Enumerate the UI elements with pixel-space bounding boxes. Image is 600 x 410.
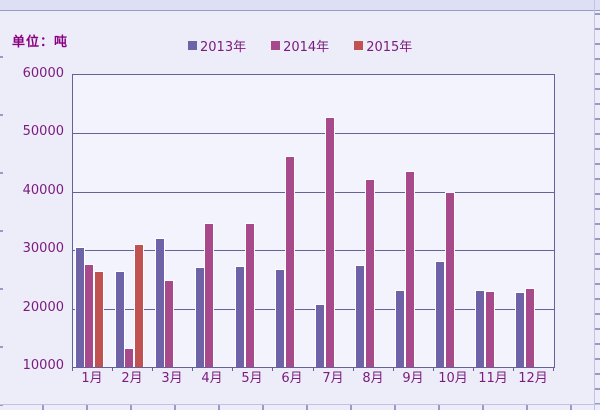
bar-2013年-8月 <box>355 265 366 367</box>
bar-2013年-12月 <box>515 292 526 367</box>
x-axis-label-11月: 11月 <box>478 371 508 386</box>
x-axis-tick <box>232 367 233 371</box>
bar-2013年-2月 <box>114 271 125 367</box>
legend: 2013年 2014年 2015年 <box>188 36 412 55</box>
x-axis-label-10月: 10月 <box>438 371 468 386</box>
legend-item-2014: 2014年 <box>271 36 329 55</box>
gridline-20000 <box>73 309 554 310</box>
y-axis-label-40000: 40000 <box>22 183 64 198</box>
bar-2013年-6月 <box>274 269 285 367</box>
x-axis-tick <box>473 367 474 371</box>
bar-2014年-12月 <box>525 288 536 367</box>
bar-2013年-11月 <box>475 290 486 367</box>
legend-label-2013: 2013年 <box>200 39 247 55</box>
x-axis-tick <box>353 367 354 371</box>
x-axis-tick <box>192 367 193 371</box>
y-axis-label-60000: 60000 <box>22 66 64 81</box>
x-axis-label-6月: 6月 <box>281 371 303 386</box>
y-axis-label-50000: 50000 <box>22 124 64 139</box>
bar-2014年-9月 <box>404 171 415 367</box>
bar-2014年-5月 <box>244 223 255 367</box>
y-axis-label-20000: 20000 <box>22 300 64 315</box>
legend-swatch-2015-icon <box>354 40 364 50</box>
bar-2013年-4月 <box>194 267 205 367</box>
plot-area <box>72 74 555 368</box>
bar-2014年-1月 <box>84 264 95 367</box>
x-axis-tick <box>553 367 554 371</box>
x-axis-label-5月: 5月 <box>241 371 263 386</box>
frame-top-strip <box>0 0 600 11</box>
gridline-50000 <box>73 133 554 134</box>
x-axis-tick <box>272 367 273 371</box>
bar-2014年-6月 <box>284 156 295 367</box>
x-axis-tick <box>72 367 73 371</box>
x-axis-label-2月: 2月 <box>121 371 143 386</box>
bar-2014年-4月 <box>204 223 215 367</box>
bar-2014年-2月 <box>124 348 135 367</box>
x-axis-label-9月: 9月 <box>402 371 424 386</box>
legend-label-2015: 2015年 <box>366 39 413 55</box>
x-axis-label-7月: 7月 <box>322 371 344 386</box>
x-axis-label-4月: 4月 <box>201 371 223 386</box>
unit-label: 单位：吨 <box>12 35 69 50</box>
bar-2013年-9月 <box>395 290 406 367</box>
y-axis-label-30000: 30000 <box>22 241 64 256</box>
bar-2015年-2月 <box>133 244 144 367</box>
bar-2013年-7月 <box>315 304 325 367</box>
bar-2014年-10月 <box>444 192 455 367</box>
bar-2014年-11月 <box>485 291 496 367</box>
legend-swatch-2014-icon <box>271 40 281 50</box>
bar-2015年-1月 <box>93 271 104 367</box>
legend-item-2013: 2013年 <box>188 36 246 55</box>
x-axis-tick <box>433 367 434 371</box>
bar-2014年-8月 <box>364 179 375 367</box>
bar-2013年-1月 <box>74 247 85 367</box>
gridline-40000 <box>73 192 554 193</box>
bar-2013年-3月 <box>154 238 165 367</box>
bar-2013年-10月 <box>435 261 446 367</box>
frame-left-edge <box>0 0 3 410</box>
x-axis-tick <box>393 367 394 371</box>
y-axis-label-10000: 10000 <box>22 358 64 373</box>
bar-2013年-5月 <box>234 266 245 367</box>
x-axis-tick <box>513 367 514 371</box>
x-axis-label-8月: 8月 <box>362 371 384 386</box>
legend-item-2015: 2015年 <box>354 36 412 55</box>
x-axis-label-12月: 12月 <box>518 371 548 386</box>
x-axis-tick <box>313 367 314 371</box>
legend-label-2014: 2014年 <box>283 39 330 55</box>
bar-2014年-7月 <box>324 117 335 367</box>
x-axis-label-3月: 3月 <box>161 371 183 386</box>
x-axis-tick <box>152 367 153 371</box>
x-axis-label-1月: 1月 <box>81 371 103 386</box>
frame-right-edge <box>594 0 600 410</box>
gridline-30000 <box>73 250 554 251</box>
x-axis-tick <box>112 367 113 371</box>
legend-swatch-2013-icon <box>188 40 197 50</box>
frame-bottom-edge <box>0 404 600 410</box>
bar-2014年-3月 <box>164 280 175 367</box>
